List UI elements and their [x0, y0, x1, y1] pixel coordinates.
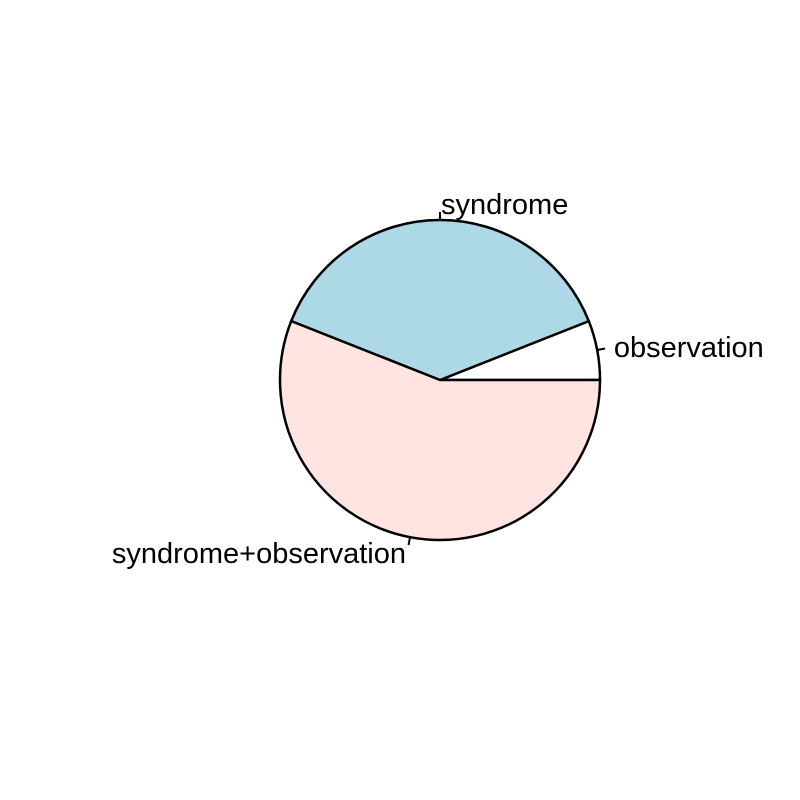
pie-slice-syndrome [289, 218, 591, 382]
pie-labels: observation syndrome syndrome+observation [112, 189, 764, 570]
pie-label-syndrome-observation: syndrome+observation [112, 538, 406, 570]
pie-label-tick [596, 347, 606, 352]
pie-label-observation: observation [614, 332, 764, 364]
pie-label-tick [407, 536, 412, 546]
pie-slices [278, 218, 602, 542]
pie-label-syndrome: syndrome [441, 189, 568, 221]
